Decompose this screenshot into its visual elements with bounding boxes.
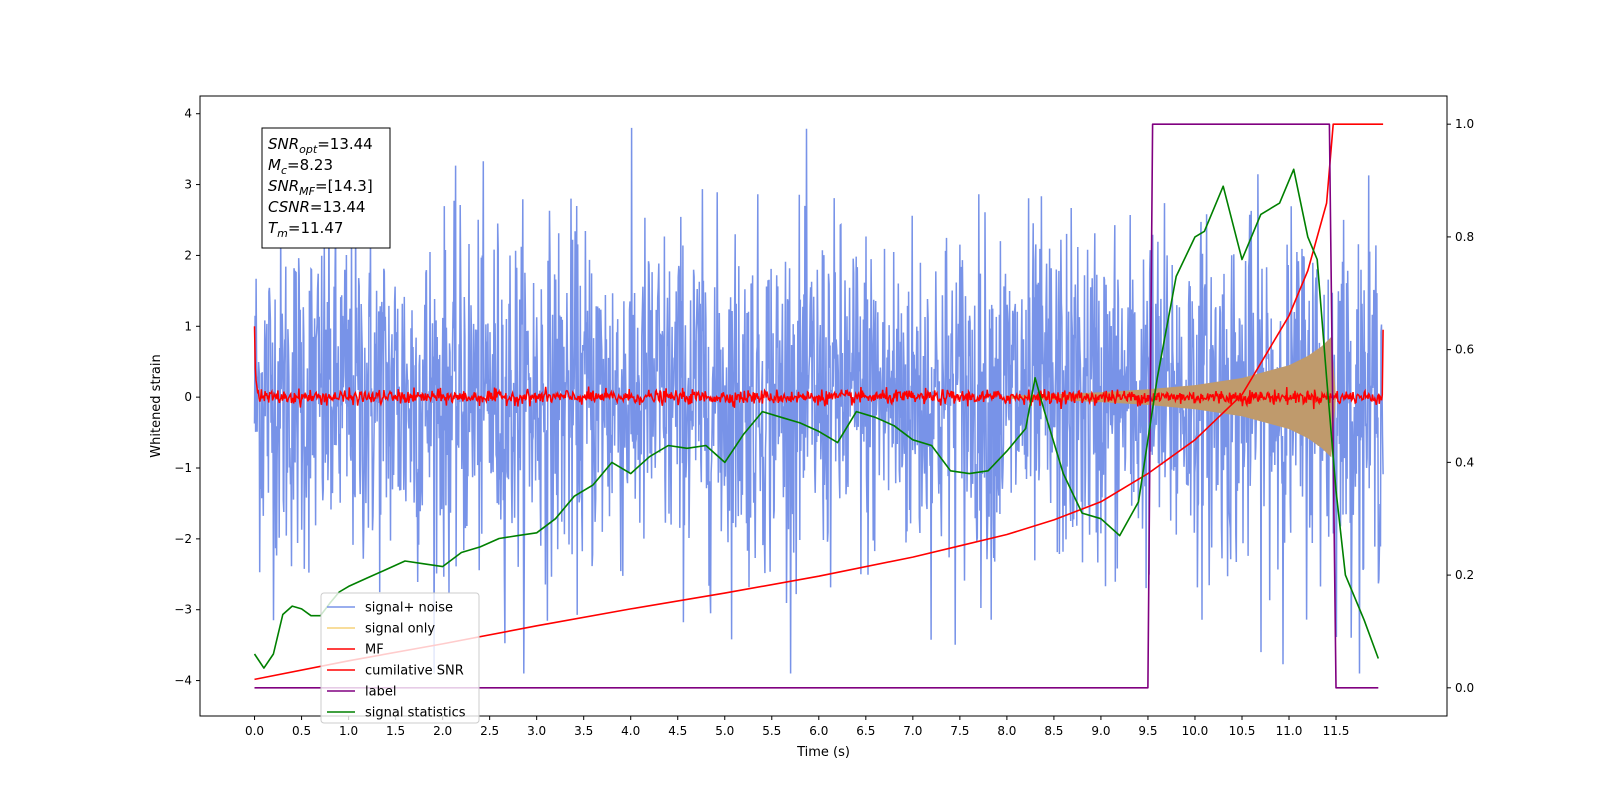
y-right-tick-label: 0.2 bbox=[1455, 568, 1474, 582]
axes-frame bbox=[199, 95, 1448, 717]
x-tick-label: 1.5 bbox=[386, 724, 405, 738]
x-tick-label: 5.5 bbox=[762, 724, 781, 738]
y-left-tick-label: −2 bbox=[174, 532, 192, 546]
x-tick-label: 2.5 bbox=[480, 724, 499, 738]
annotation-subscript: opt bbox=[299, 143, 318, 156]
y-right-tick-label: 0.6 bbox=[1455, 343, 1474, 357]
annotation-value: =[14.3] bbox=[315, 177, 373, 195]
x-tick-label: 9.0 bbox=[1091, 724, 1110, 738]
legend-entry: label bbox=[365, 685, 396, 700]
x-tick-label: 0.5 bbox=[292, 724, 311, 738]
legend-entry: signal only bbox=[365, 622, 435, 637]
y-left-tick-label: 2 bbox=[184, 248, 192, 262]
annotation-symbol: CSNR bbox=[268, 198, 310, 216]
x-tick-label: 4.5 bbox=[668, 724, 687, 738]
series-cumulative-snr bbox=[254, 123, 1384, 681]
legend: signal+ noise signal only MF cumilative SNR… bbox=[320, 592, 480, 724]
annotation-value: =13.44 bbox=[317, 135, 373, 153]
x-tick-label: 1.0 bbox=[339, 724, 358, 738]
series-label bbox=[254, 123, 1379, 689]
x-tick-label: 5.0 bbox=[715, 724, 734, 738]
y-right-tick-label: 0.4 bbox=[1455, 455, 1474, 469]
series-signal-only bbox=[1006, 336, 1336, 458]
annotation-box: SNRopt=13.44Mc=8.23SNRMF=[14.3]CSNR=13.4… bbox=[261, 127, 391, 249]
series-signal-noise bbox=[253, 127, 1384, 674]
x-tick-label: 6.0 bbox=[809, 724, 828, 738]
y-left-tick-label: −4 bbox=[174, 674, 192, 688]
x-tick-label: 9.5 bbox=[1138, 724, 1157, 738]
x-tick-label: 10.0 bbox=[1182, 724, 1209, 738]
x-tick-label: 2.0 bbox=[433, 724, 452, 738]
annotation-symbol: T bbox=[268, 219, 279, 237]
annotation-line: Mc=8.23 bbox=[268, 156, 333, 177]
annotation-line: CSNR=13.44 bbox=[268, 198, 365, 216]
series-mf bbox=[253, 326, 1384, 410]
y-right-tick-label: 0.8 bbox=[1455, 230, 1474, 244]
y-right-tick-label: 0.0 bbox=[1455, 681, 1474, 695]
legend-frame bbox=[320, 592, 480, 724]
legend-entry: signal statistics bbox=[365, 706, 466, 721]
x-tick-label: 6.5 bbox=[856, 724, 875, 738]
y-left-tick-label: 3 bbox=[184, 178, 192, 192]
plot-data-layer bbox=[253, 123, 1384, 689]
x-tick-label: 7.0 bbox=[903, 724, 922, 738]
series-signal-statistics bbox=[253, 168, 1380, 669]
annotation-symbol: SNR bbox=[268, 135, 299, 153]
y-right-tick-label: 1.0 bbox=[1455, 117, 1474, 131]
x-tick-label: 7.5 bbox=[950, 724, 969, 738]
x-tick-label: 4.0 bbox=[621, 724, 640, 738]
annotation-value: =13.44 bbox=[310, 198, 366, 216]
annotation-subscript: c bbox=[281, 164, 287, 177]
annotation-frame bbox=[261, 127, 391, 249]
annotation-line: SNRMF=[14.3] bbox=[268, 177, 373, 198]
annotation-symbol: SNR bbox=[268, 177, 299, 195]
x-axis-label: Time (s) bbox=[796, 745, 850, 760]
y-left-tick-label: 4 bbox=[184, 107, 192, 121]
legend-entry: cumilative SNR bbox=[365, 664, 464, 679]
annotation-subscript: MF bbox=[299, 185, 315, 198]
y-axis-label: Whitened strain bbox=[149, 354, 164, 457]
x-tick-label: 11.0 bbox=[1276, 724, 1303, 738]
y-left-tick-label: −3 bbox=[174, 603, 192, 617]
y-left-tick-label: 1 bbox=[184, 319, 192, 333]
annotation-subscript: m bbox=[277, 227, 288, 240]
x-tick-label: 10.5 bbox=[1229, 724, 1256, 738]
x-tick-label: 11.5 bbox=[1323, 724, 1350, 738]
annotation-value: =8.23 bbox=[287, 156, 333, 174]
y-left-tick-label: −1 bbox=[174, 461, 192, 475]
x-tick-label: 8.0 bbox=[997, 724, 1016, 738]
legend-entry: signal+ noise bbox=[365, 601, 453, 616]
annotation-line: SNRopt=13.44 bbox=[268, 135, 373, 156]
y-left-tick-label: 0 bbox=[184, 390, 192, 404]
annotation-value: =11.47 bbox=[288, 219, 344, 237]
x-tick-label: 8.5 bbox=[1044, 724, 1063, 738]
annotation-line: Tm=11.47 bbox=[268, 219, 343, 240]
axes-layer: 0.0 0.5 1.0 1.5 2.0 2.5 3.0 3.5 4.0 4.5 5.0 5.5 6.0 6… bbox=[174, 107, 1474, 738]
annotation-symbol: M bbox=[268, 156, 281, 174]
x-tick-label: 3.0 bbox=[527, 724, 546, 738]
x-tick-label: 0.0 bbox=[245, 724, 264, 738]
x-tick-label: 3.5 bbox=[574, 724, 593, 738]
legend-entry: MF bbox=[365, 643, 384, 658]
